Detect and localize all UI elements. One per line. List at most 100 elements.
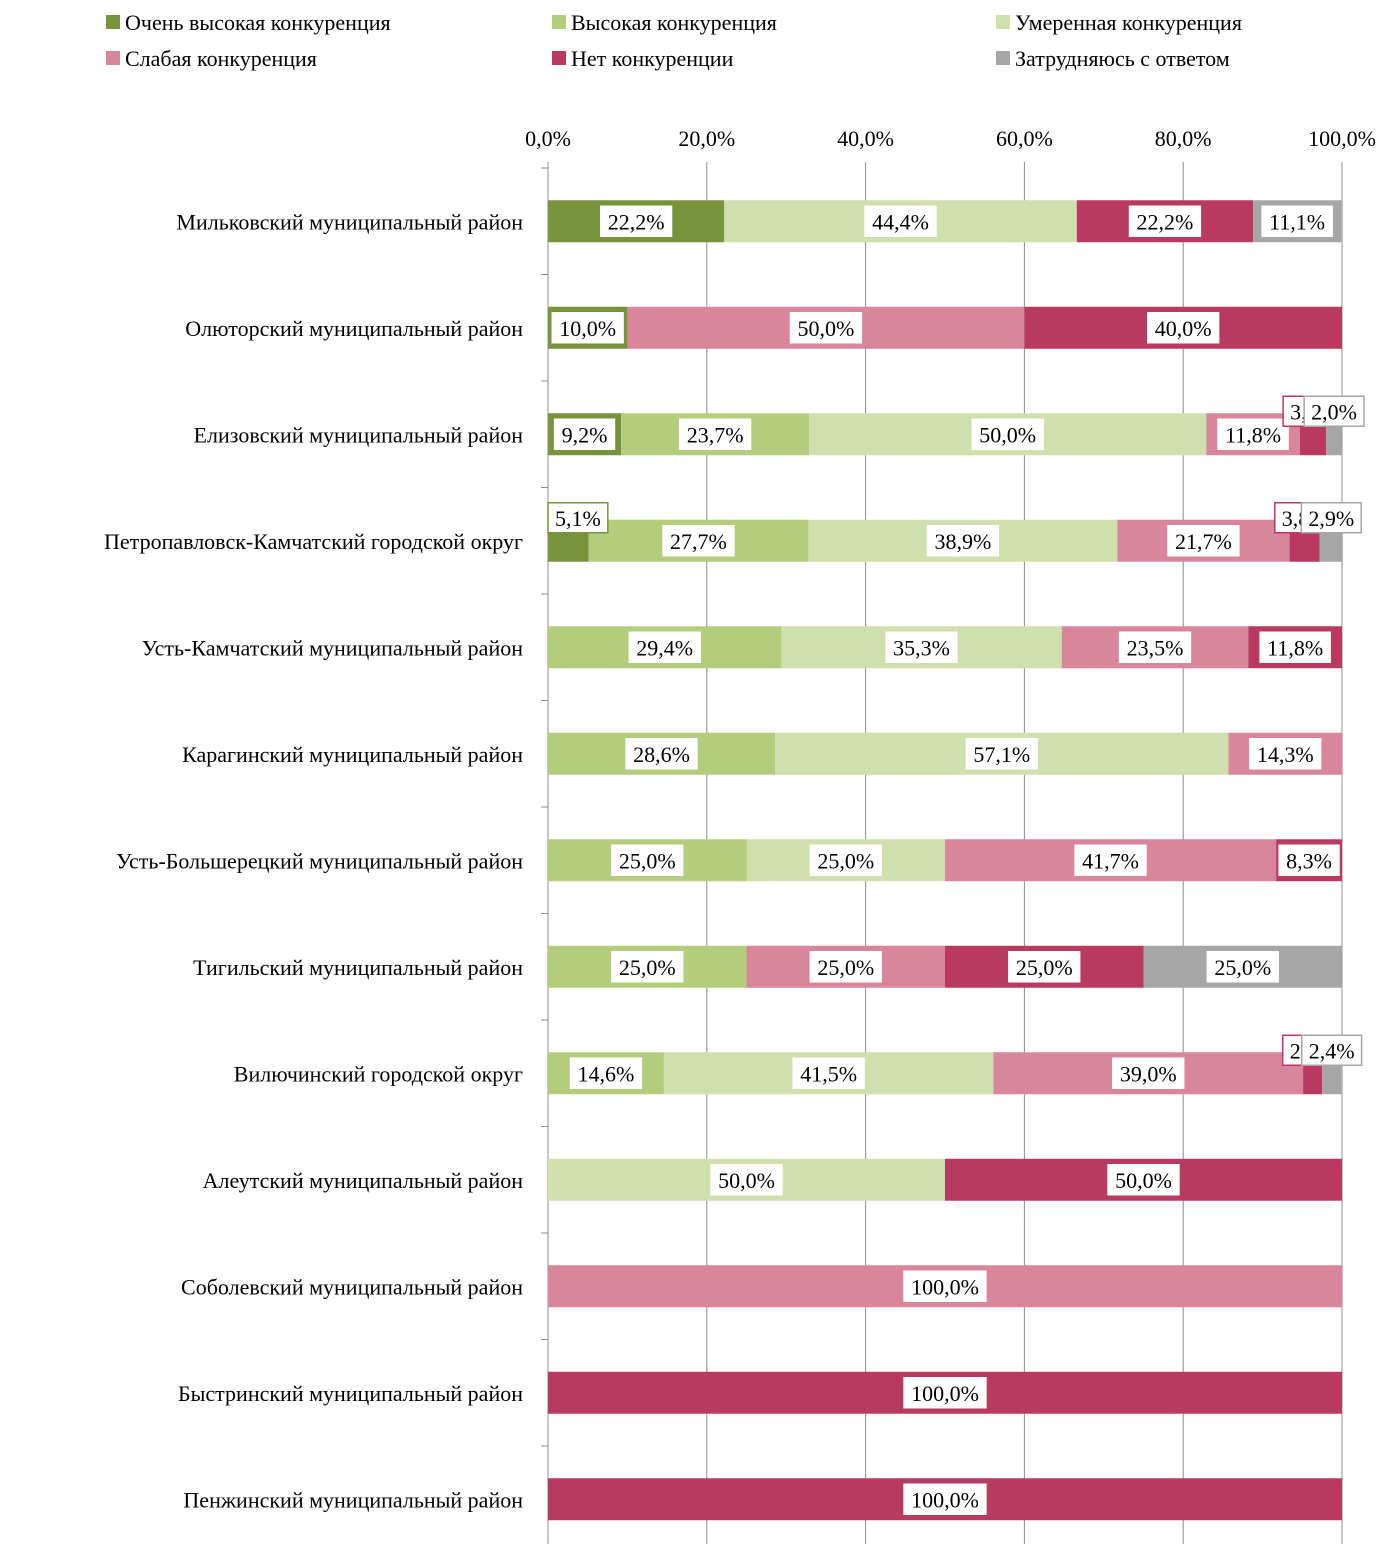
category-label: Усть-Большерецкий муниципальный район (116, 848, 523, 873)
data-label-box (710, 1164, 783, 1196)
data-label-box (885, 631, 958, 663)
data-label: 35,3% (885, 631, 958, 663)
category-label: Петропавловск-Камчатский городской округ (104, 529, 523, 554)
data-label: 41,5% (792, 1057, 865, 1089)
data-label: 44,4% (864, 205, 937, 237)
data-label: 25,0% (1206, 951, 1279, 983)
data-label-text: 21,7% (1175, 529, 1232, 554)
data-label-box (926, 525, 1000, 557)
data-label-text: 38,9% (934, 529, 991, 554)
data-label: 50,0% (971, 418, 1044, 450)
data-label-text: 11,1% (1269, 209, 1325, 234)
data-label-box (965, 738, 1038, 770)
legend-label: Слабая конкуренция (125, 46, 317, 71)
category-label: Быстринский муниципальный район (178, 1381, 523, 1406)
legend-label: Умеренная конкуренция (1015, 10, 1242, 35)
data-label-text: 14,6% (578, 1061, 635, 1086)
data-label-box (1147, 312, 1220, 344)
data-label: 22,2% (1128, 205, 1202, 237)
data-label: 100,0% (903, 1377, 987, 1409)
data-label: 9,2% (553, 418, 616, 450)
data-label-box (1259, 631, 1331, 663)
legend-label: Нет конкуренции (571, 46, 734, 71)
data-label-box (662, 525, 735, 557)
data-label-text: 41,5% (800, 1061, 857, 1086)
data-label-text: 50,0% (979, 422, 1036, 447)
x-tick-label: 60,0% (996, 126, 1053, 151)
data-label-box (789, 312, 863, 344)
data-label-text: 23,5% (1127, 635, 1184, 660)
legend-item: Нет конкуренции (552, 46, 734, 71)
data-label-text: 25,0% (817, 848, 874, 873)
data-label: 11,8% (1217, 418, 1289, 450)
data-label-text: 11,8% (1267, 635, 1323, 660)
legend-item: Затрудняюсь с ответом (996, 46, 1230, 71)
data-label-box (1278, 844, 1340, 876)
data-label-box (1249, 738, 1322, 770)
data-label-text: 50,0% (797, 316, 854, 341)
data-label-text: 25,0% (817, 955, 874, 980)
data-label-box (1112, 1057, 1185, 1089)
data-label: 100,0% (903, 1483, 987, 1515)
data-label-box (809, 844, 882, 876)
data-label-text: 9,2% (562, 422, 608, 447)
data-label-text: 35,3% (893, 635, 950, 660)
x-tick-label: 80,0% (1155, 126, 1212, 151)
data-label-text: 27,7% (670, 529, 727, 554)
category-label: Вилючинский городской округ (234, 1061, 523, 1086)
data-label-box (569, 1057, 643, 1089)
data-label: 57,1% (965, 738, 1038, 770)
data-label-text: 25,0% (619, 848, 676, 873)
data-label-box (792, 1057, 865, 1089)
data-label: 50,0% (789, 312, 863, 344)
data-label-text: 100,0% (911, 1487, 979, 1512)
data-label-text: 39,0% (1120, 1061, 1177, 1086)
data-label-box (551, 312, 624, 344)
legend-label: Высокая конкуренция (571, 10, 777, 35)
category-label: Мильковский муниципальный район (176, 209, 523, 234)
category-label: Елизовский муниципальный район (194, 422, 524, 447)
data-label-box (903, 1377, 987, 1409)
data-label-text: 28,6% (633, 742, 690, 767)
data-label-box (547, 502, 609, 534)
category-label: Пенжинский муниципальный район (183, 1487, 523, 1512)
data-label-box (628, 631, 701, 663)
data-label-box (1167, 525, 1240, 557)
data-label-box (903, 1483, 987, 1515)
data-label-text: 41,7% (1082, 848, 1139, 873)
legend-label: Затрудняюсь с ответом (1015, 46, 1230, 71)
data-label: 11,1% (1261, 205, 1333, 237)
data-label-box (1206, 951, 1279, 983)
data-label: 50,0% (710, 1164, 783, 1196)
data-label: 29,4% (628, 631, 701, 663)
data-label: 14,6% (569, 1057, 643, 1089)
data-label: 5,1% (547, 502, 609, 534)
data-label-text: 11,8% (1225, 422, 1281, 447)
data-label-box (903, 1270, 987, 1302)
data-label-text: 2,4% (1309, 1038, 1355, 1063)
legend-item: Слабая конкуренция (106, 46, 317, 71)
data-label: 38,9% (926, 525, 1000, 557)
data-label-text: 10,0% (559, 316, 616, 341)
category-label: Олюторский муниципальный район (185, 316, 523, 341)
data-label-text: 44,4% (872, 209, 929, 234)
category-label: Карагинский муниципальный район (182, 742, 523, 767)
data-label-text: 29,4% (636, 635, 693, 660)
data-label: 2,9% (1300, 502, 1362, 534)
data-label-text: 23,7% (687, 422, 744, 447)
data-label: 23,7% (678, 418, 752, 450)
data-label-text: 2,9% (1308, 506, 1354, 531)
legend-swatch (106, 51, 120, 65)
data-label-box (1008, 951, 1081, 983)
data-label: 25,0% (809, 951, 882, 983)
legend-label: Очень высокая конкуренция (125, 10, 391, 35)
legend-item: Высокая конкуренция (552, 10, 777, 35)
data-label-text: 50,0% (1115, 1168, 1172, 1193)
data-label-box (1261, 205, 1333, 237)
data-label-text: 22,2% (1137, 209, 1194, 234)
data-label-text: 100,0% (911, 1274, 979, 1299)
category-label: Усть-Камчатский муниципальный район (142, 635, 524, 660)
data-label: 2,0% (1303, 395, 1365, 427)
data-label-box (625, 738, 698, 770)
